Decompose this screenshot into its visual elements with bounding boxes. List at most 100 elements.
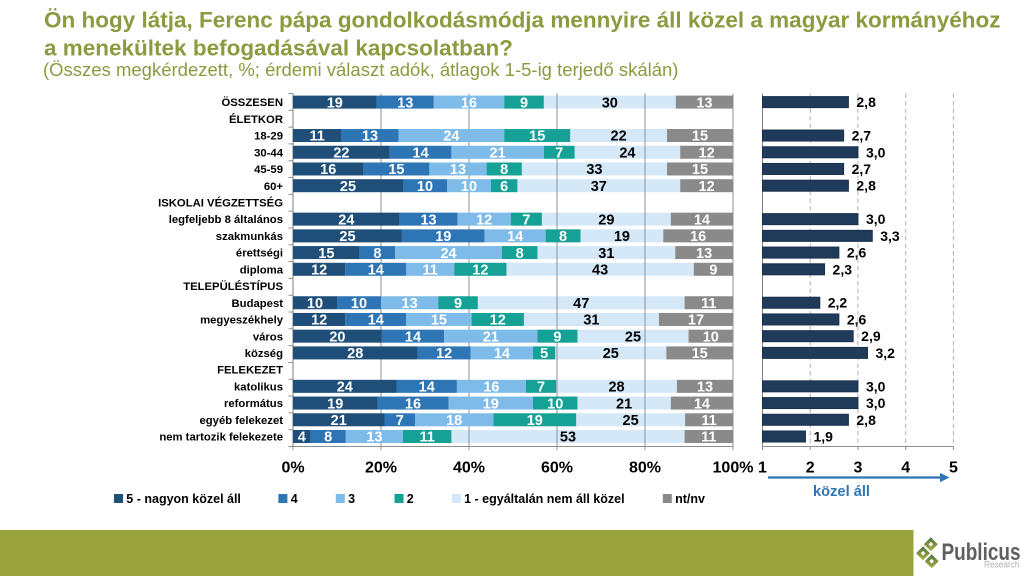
svg-text:12: 12 (490, 313, 506, 329)
svg-text:12: 12 (476, 212, 492, 228)
svg-text:2,8: 2,8 (856, 178, 876, 194)
svg-text:13: 13 (450, 162, 466, 178)
svg-text:9: 9 (709, 263, 717, 279)
svg-text:19: 19 (614, 229, 630, 245)
svg-text:31: 31 (583, 313, 599, 329)
svg-text:10: 10 (461, 179, 477, 195)
svg-text:2,7: 2,7 (852, 161, 872, 177)
svg-text:18-29: 18-29 (254, 131, 283, 143)
svg-text:6: 6 (500, 179, 508, 195)
svg-text:30-44: 30-44 (254, 147, 284, 159)
svg-text:5: 5 (540, 346, 548, 362)
svg-text:5 - nagyon közel áll: 5 - nagyon közel áll (126, 492, 241, 506)
svg-text:13: 13 (696, 95, 712, 111)
svg-text:25: 25 (339, 229, 355, 245)
svg-text:9: 9 (454, 296, 462, 312)
svg-text:28: 28 (347, 346, 363, 362)
svg-text:19: 19 (483, 396, 499, 412)
svg-text:0%: 0% (281, 459, 304, 476)
svg-text:8: 8 (516, 246, 524, 262)
svg-text:13: 13 (362, 129, 378, 145)
svg-text:13: 13 (420, 212, 436, 228)
svg-text:2,8: 2,8 (856, 412, 876, 428)
svg-text:15: 15 (692, 129, 708, 145)
svg-text:15: 15 (388, 162, 404, 178)
svg-text:nem tartozik felekezete: nem tartozik felekezete (159, 432, 283, 444)
svg-text:13: 13 (397, 95, 413, 111)
svg-text:14: 14 (419, 380, 435, 396)
svg-text:3,3: 3,3 (880, 228, 900, 244)
svg-text:a menekültek befogadásával kap: a menekültek befogadásával kapcsolatban? (44, 36, 513, 61)
svg-text:7: 7 (522, 212, 530, 228)
svg-text:60+: 60+ (264, 181, 284, 193)
svg-text:10: 10 (703, 329, 719, 345)
svg-text:24: 24 (337, 380, 353, 396)
svg-text:60%: 60% (541, 459, 573, 476)
svg-text:20: 20 (329, 329, 345, 345)
svg-text:33: 33 (586, 162, 602, 178)
svg-text:45-59: 45-59 (254, 164, 283, 176)
svg-text:legfeljebb 8 általános: legfeljebb 8 általános (169, 214, 283, 226)
svg-text:9: 9 (553, 329, 561, 345)
svg-text:katolikus: katolikus (234, 381, 283, 393)
svg-text:37: 37 (591, 179, 607, 195)
svg-text:22: 22 (333, 145, 349, 161)
svg-text:30: 30 (602, 95, 618, 111)
svg-text:Ön hogy látja, Ferenc pápa gon: Ön hogy látja, Ferenc pápa gondolkodásmó… (44, 8, 1001, 33)
svg-text:Research: Research (984, 560, 1020, 571)
svg-text:21: 21 (490, 145, 506, 161)
svg-text:1: 1 (758, 459, 767, 476)
svg-text:14: 14 (368, 263, 384, 279)
svg-text:12: 12 (699, 179, 715, 195)
svg-text:22: 22 (611, 129, 627, 145)
svg-text:ÖSSZESEN: ÖSSZESEN (221, 96, 283, 109)
svg-text:43: 43 (592, 263, 608, 279)
svg-text:5: 5 (949, 459, 958, 476)
svg-text:21: 21 (331, 413, 347, 429)
svg-text:20%: 20% (365, 459, 397, 476)
svg-text:25: 25 (603, 346, 619, 362)
svg-text:18: 18 (446, 413, 462, 429)
svg-text:47: 47 (573, 296, 589, 312)
svg-text:12: 12 (311, 263, 327, 279)
svg-text:3,0: 3,0 (866, 211, 886, 227)
svg-text:80%: 80% (629, 459, 661, 476)
svg-text:12: 12 (472, 263, 488, 279)
svg-text:12: 12 (311, 313, 327, 329)
svg-text:érettségi: érettségi (236, 248, 283, 260)
svg-text:7: 7 (555, 145, 563, 161)
svg-text:12: 12 (436, 346, 452, 362)
svg-text:10: 10 (351, 296, 367, 312)
svg-text:8: 8 (559, 229, 567, 245)
svg-text:közel áll: közel áll (813, 484, 870, 500)
svg-text:24: 24 (619, 145, 635, 161)
svg-text:12: 12 (699, 145, 715, 161)
svg-text:1 - egyáltalán nem áll közel: 1 - egyáltalán nem áll közel (464, 492, 624, 506)
svg-text:(Összes megkérdezett, %; érdem: (Összes megkérdezett, %; érdemi választ … (43, 59, 678, 80)
svg-text:2,6: 2,6 (847, 245, 867, 261)
svg-text:3: 3 (348, 492, 355, 506)
svg-text:13: 13 (366, 430, 382, 446)
svg-text:nt/nv: nt/nv (675, 492, 705, 506)
svg-text:13: 13 (402, 296, 418, 312)
svg-text:4: 4 (901, 459, 910, 476)
svg-text:TELEPÜLÉSTÍPUS: TELEPÜLÉSTÍPUS (183, 280, 283, 293)
svg-text:15: 15 (318, 246, 334, 262)
svg-text:40%: 40% (453, 459, 485, 476)
svg-text:13: 13 (696, 246, 712, 262)
svg-text:53: 53 (560, 430, 576, 446)
svg-text:28: 28 (608, 380, 624, 396)
svg-text:2,7: 2,7 (852, 128, 872, 144)
svg-text:31: 31 (598, 246, 614, 262)
svg-text:4: 4 (291, 492, 298, 506)
svg-text:egyéb felekezet: egyéb felekezet (199, 415, 283, 427)
svg-text:11: 11 (420, 430, 435, 446)
svg-text:14: 14 (405, 329, 421, 345)
svg-text:diploma: diploma (240, 264, 284, 276)
svg-text:21: 21 (483, 329, 499, 345)
svg-text:16: 16 (320, 162, 336, 178)
svg-text:11: 11 (701, 413, 716, 429)
svg-text:4: 4 (298, 430, 306, 446)
svg-text:szakmunkás: szakmunkás (216, 231, 283, 243)
svg-text:15: 15 (692, 162, 708, 178)
